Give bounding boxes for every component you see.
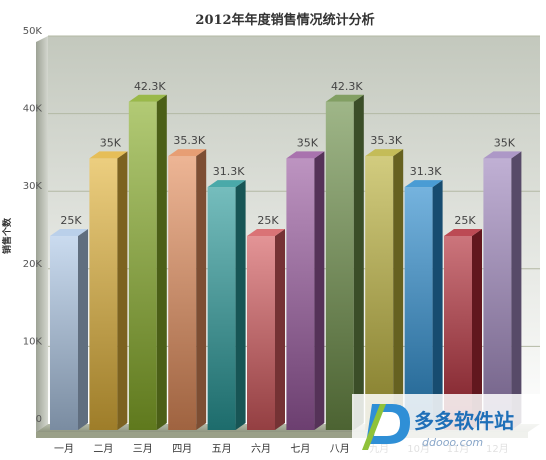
- plot-left-wall: [36, 36, 48, 432]
- bar: [247, 229, 285, 430]
- data-label: 42.3K: [134, 80, 166, 93]
- bar-side: [314, 151, 325, 430]
- bar-front: [128, 101, 157, 430]
- bar-top: [444, 229, 482, 236]
- bar-side: [196, 149, 207, 430]
- bar-front: [325, 101, 354, 430]
- bar: [207, 180, 246, 430]
- data-label: 35.3K: [370, 134, 402, 147]
- x-tick-label: 六月: [251, 443, 271, 455]
- x-tick-label: 一月: [54, 443, 74, 455]
- bar: [325, 94, 364, 430]
- bar-top: [365, 149, 404, 157]
- bar: [168, 149, 207, 430]
- bar-side: [156, 94, 167, 430]
- bar: [89, 151, 128, 430]
- data-label: 31.3K: [213, 165, 245, 178]
- data-label: 31.3K: [410, 165, 442, 178]
- data-label: 25K: [257, 214, 279, 227]
- bar: [483, 151, 522, 430]
- data-label: 35K: [100, 136, 122, 149]
- data-label: 35K: [297, 136, 319, 149]
- bar-front: [50, 236, 78, 430]
- bar-top: [247, 229, 285, 236]
- watermark: 多多软件站 ddooo.com: [352, 394, 542, 454]
- bar-front: [365, 156, 394, 430]
- bar-top: [286, 151, 325, 159]
- bar-side: [78, 229, 88, 430]
- bar-top: [404, 180, 443, 188]
- bar: [50, 229, 88, 430]
- bar: [286, 151, 325, 430]
- bars: [50, 94, 522, 430]
- bar-front: [168, 156, 197, 430]
- bar-top: [207, 180, 246, 188]
- x-tick-label: 七月: [290, 443, 310, 455]
- data-label: 42.3K: [331, 80, 363, 93]
- bar-front: [247, 236, 275, 430]
- bar: [365, 149, 404, 430]
- bar-front: [483, 158, 512, 430]
- bar-top: [89, 151, 128, 159]
- bar-side: [511, 151, 522, 430]
- bar-front: [404, 187, 433, 430]
- bar: [128, 94, 167, 430]
- x-tick-label: 五月: [212, 443, 232, 455]
- y-tick-label: 20K: [23, 259, 43, 270]
- x-tick-label: 三月: [133, 443, 153, 455]
- y-tick-label: 30K: [23, 181, 43, 192]
- chart-title: 2012年年度销售情况统计分析: [195, 12, 374, 28]
- x-tick-label: 八月: [330, 443, 350, 455]
- data-label: 25K: [454, 214, 476, 227]
- bar-top: [168, 149, 207, 157]
- bar-side: [432, 180, 443, 430]
- bar-front: [207, 187, 236, 430]
- y-axis-label: 销售个数: [1, 217, 13, 254]
- watermark-title: 多多软件站: [414, 409, 514, 433]
- x-tick-label: 二月: [93, 443, 113, 455]
- y-tick-label: 40K: [23, 104, 43, 115]
- watermark-logo-icon: [362, 404, 410, 450]
- bar-side: [235, 180, 246, 430]
- y-tick-label: 0: [36, 414, 42, 425]
- x-tick-label: 四月: [172, 443, 192, 455]
- y-tick-label: 10K: [23, 336, 43, 347]
- y-tick-label: 50K: [23, 26, 43, 37]
- data-labels: 25K 35K 42.3K 35.3K 31.3K 25K 35K 42.3K 35.3K 31.…: [60, 80, 515, 227]
- y-axis: 0 10K 20K 30K 40K 50K: [23, 26, 43, 425]
- bar-top: [50, 229, 88, 236]
- data-label: 35K: [494, 136, 516, 149]
- bar-front: [286, 158, 315, 430]
- bar-side: [353, 94, 364, 430]
- data-label: 25K: [60, 214, 82, 227]
- data-label: 35.3K: [173, 134, 205, 147]
- plot-floor-front: [36, 432, 528, 438]
- bar-front: [89, 158, 118, 430]
- bar-side: [117, 151, 128, 430]
- watermark-subtitle: ddooo.com: [422, 436, 483, 449]
- bar-side: [393, 149, 404, 430]
- bar-side: [472, 229, 482, 430]
- bar-top: [325, 94, 364, 102]
- bar: [404, 180, 443, 430]
- bar-top: [128, 94, 167, 102]
- bar-top: [483, 151, 522, 159]
- bar-side: [275, 229, 285, 430]
